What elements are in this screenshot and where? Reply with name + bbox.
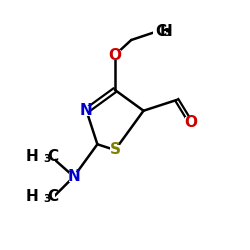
Text: O: O xyxy=(108,48,122,62)
FancyBboxPatch shape xyxy=(82,106,92,116)
FancyBboxPatch shape xyxy=(38,154,55,162)
Text: 3: 3 xyxy=(44,194,51,204)
FancyBboxPatch shape xyxy=(38,194,55,202)
Text: H: H xyxy=(160,24,172,39)
Text: O: O xyxy=(184,115,197,130)
Text: H: H xyxy=(26,150,39,164)
Text: H: H xyxy=(26,190,39,204)
FancyBboxPatch shape xyxy=(110,145,120,155)
Text: N: N xyxy=(80,103,93,118)
FancyBboxPatch shape xyxy=(185,118,196,128)
FancyBboxPatch shape xyxy=(152,28,172,37)
Text: C: C xyxy=(47,150,58,164)
Text: 3: 3 xyxy=(44,154,51,164)
FancyBboxPatch shape xyxy=(110,50,120,60)
Text: 3: 3 xyxy=(164,28,171,38)
Text: C: C xyxy=(155,24,166,39)
FancyBboxPatch shape xyxy=(69,172,79,182)
Text: S: S xyxy=(110,142,120,158)
Text: N: N xyxy=(68,169,80,184)
Text: C: C xyxy=(47,190,58,204)
